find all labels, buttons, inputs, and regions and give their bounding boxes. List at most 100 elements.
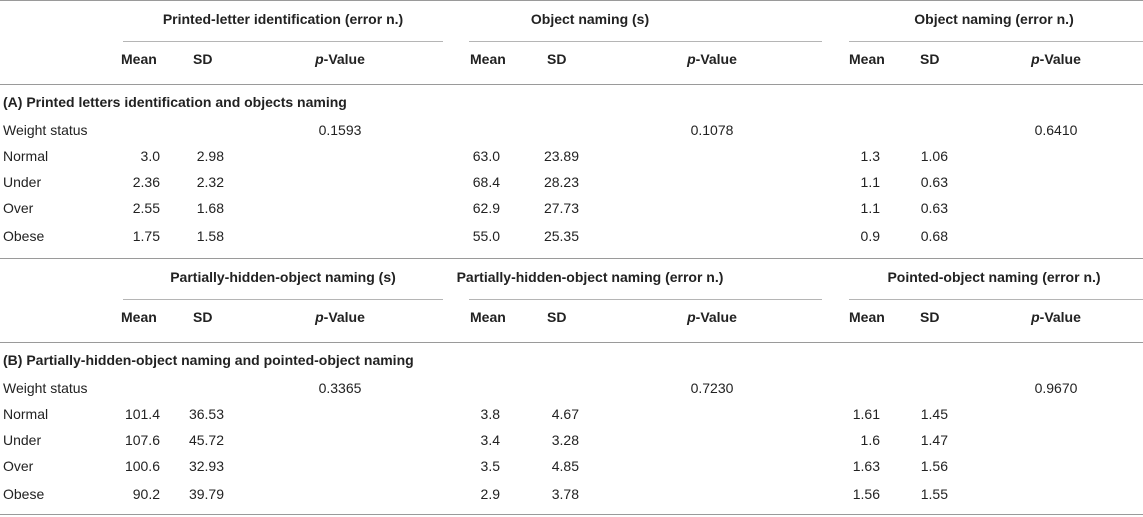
sd-cell: 28.23 (543, 174, 579, 190)
sd-header: SD (193, 51, 213, 67)
section-top-rule (0, 258, 1143, 259)
mean-cell: 1.1 (860, 200, 880, 216)
p-letter: p (315, 309, 324, 325)
mean-cell: 3.0 (140, 148, 160, 164)
row-label: Weight status (3, 122, 88, 138)
mean-cell: 1.63 (852, 458, 880, 474)
p-value: 0.9670 (1034, 380, 1078, 396)
sd-cell: 0.63 (920, 174, 948, 190)
p-value-header: p-Value (315, 51, 365, 67)
row-label: Over (3, 200, 34, 216)
sd-cell: 4.67 (551, 406, 579, 422)
sd-cell: 25.35 (543, 228, 579, 244)
mean-cell: 1.6 (860, 432, 880, 448)
group-underline (849, 41, 1143, 42)
mean-header: Mean (849, 309, 885, 325)
sd-header: SD (547, 309, 567, 325)
p-letter: p (1031, 309, 1040, 325)
sd-cell: 1.06 (920, 148, 948, 164)
sd-cell: 27.73 (543, 200, 579, 216)
row-label: Under (3, 432, 42, 448)
sd-cell: 1.58 (196, 228, 224, 244)
mean-cell: 2.55 (132, 200, 160, 216)
section-title: (A) Printed letters identification and o… (3, 94, 347, 110)
p-value: 0.1593 (318, 122, 362, 138)
row-label: Obese (3, 228, 45, 244)
value-suffix: -Value (1039, 51, 1081, 67)
sd-cell: 2.98 (196, 148, 224, 164)
sd-cell: 45.72 (188, 432, 224, 448)
value-suffix: -Value (323, 51, 365, 67)
p-value-header: p-Value (687, 309, 737, 325)
sd-header: SD (193, 309, 213, 325)
mean-header: Mean (849, 51, 885, 67)
mean-cell: 1.75 (132, 228, 160, 244)
value-suffix: -Value (695, 51, 737, 67)
header-rule (0, 342, 1143, 343)
mean-cell: 3.8 (480, 406, 500, 422)
p-value: 0.1078 (690, 122, 734, 138)
group-header: Object naming (s) (530, 11, 650, 27)
header-rule (0, 84, 1143, 85)
p-letter: p (1031, 51, 1040, 67)
mean-header: Mean (121, 309, 157, 325)
mean-cell: 3.5 (480, 458, 500, 474)
row-label: Normal (3, 148, 49, 164)
group-underline (123, 299, 443, 300)
p-value: 0.7230 (690, 380, 734, 396)
sd-cell: 32.93 (188, 458, 224, 474)
sd-cell: 0.63 (920, 200, 948, 216)
sd-header: SD (920, 309, 940, 325)
sd-cell: 23.89 (543, 148, 579, 164)
section-top-rule (0, 0, 1143, 1)
value-suffix: -Value (323, 309, 365, 325)
section-title: (B) Partially-hidden-object naming and p… (3, 352, 414, 368)
mean-cell: 68.4 (472, 174, 500, 190)
value-suffix: -Value (1039, 309, 1081, 325)
sd-header: SD (920, 51, 940, 67)
p-letter: p (315, 51, 324, 67)
sd-cell: 2.32 (196, 174, 224, 190)
sd-cell: 1.55 (920, 486, 948, 502)
sd-cell: 36.53 (188, 406, 224, 422)
mean-cell: 1.61 (852, 406, 880, 422)
mean-header: Mean (470, 309, 506, 325)
mean-cell: 1.56 (852, 486, 880, 502)
table-bottom-rule (0, 514, 1143, 515)
p-value: 0.3365 (318, 380, 362, 396)
mean-cell: 2.9 (480, 486, 500, 502)
sd-cell: 3.28 (551, 432, 579, 448)
p-letter: p (687, 309, 696, 325)
mean-cell: 101.4 (124, 406, 160, 422)
mean-cell: 3.4 (480, 432, 500, 448)
p-value-header: p-Value (687, 51, 737, 67)
sd-cell: 1.47 (920, 432, 948, 448)
p-value-header: p-Value (1031, 309, 1081, 325)
mean-cell: 62.9 (472, 200, 500, 216)
group-underline (123, 41, 443, 42)
group-header: Partially-hidden-object naming (error n.… (456, 269, 724, 285)
row-label: Under (3, 174, 42, 190)
group-underline (849, 299, 1143, 300)
sd-cell: 1.56 (920, 458, 948, 474)
group-header: Partially-hidden-object naming (s) (170, 269, 396, 285)
mean-cell: 1.1 (860, 174, 880, 190)
mean-cell: 55.0 (472, 228, 500, 244)
mean-cell: 0.9 (860, 228, 880, 244)
group-header: Printed-letter identification (error n.) (162, 11, 404, 27)
row-label: Normal (3, 406, 49, 422)
sd-cell: 1.45 (920, 406, 948, 422)
mean-cell: 2.36 (132, 174, 160, 190)
group-header: Pointed-object naming (error n.) (887, 269, 1101, 285)
sd-cell: 0.68 (920, 228, 948, 244)
mean-header: Mean (470, 51, 506, 67)
mean-cell: 63.0 (472, 148, 500, 164)
group-underline (469, 299, 822, 300)
row-label: Weight status (3, 380, 88, 396)
sd-cell: 1.68 (196, 200, 224, 216)
sd-cell: 3.78 (551, 486, 579, 502)
p-letter: p (687, 51, 696, 67)
group-underline (469, 41, 822, 42)
p-value: 0.6410 (1034, 122, 1078, 138)
